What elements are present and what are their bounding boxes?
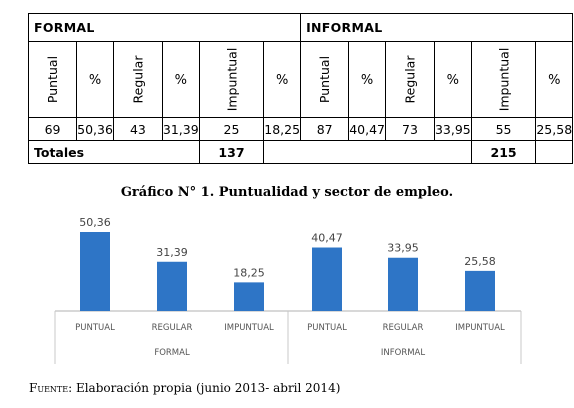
data-label: 50,36 bbox=[79, 216, 111, 229]
bar bbox=[157, 261, 187, 311]
group-informal-header: INFORMAL bbox=[300, 13, 574, 42]
value-cell: 43 bbox=[112, 117, 163, 141]
value-cell: 25 bbox=[198, 117, 265, 141]
value-cell: 40,47 bbox=[348, 117, 386, 141]
col-header-formal-regular: Regular bbox=[112, 41, 163, 118]
bar bbox=[388, 257, 418, 311]
source-text: : Elaboración propia (junio 2013- abril … bbox=[68, 381, 341, 395]
group-label: INFORMAL bbox=[381, 348, 425, 358]
table-column-header-row: Puntual % Regular % Impuntual % Puntual … bbox=[27, 41, 574, 118]
bar bbox=[465, 270, 495, 311]
value-cell: 33,95 bbox=[433, 117, 472, 141]
total-informal: 215 bbox=[470, 140, 537, 164]
category-label: PUNTUAL bbox=[307, 323, 347, 333]
table-totals-row: Totales 137 215 bbox=[28, 140, 574, 164]
col-header-informal-puntual: Puntual bbox=[300, 41, 350, 118]
value-cell: 69 bbox=[27, 117, 78, 141]
chart-category-labels: PUNTUAL REGULAR IMPUNTUAL PUNTUAL REGULAR IMP… bbox=[75, 323, 505, 333]
value-cell: 31,39 bbox=[161, 117, 200, 141]
data-label: 31,39 bbox=[156, 246, 188, 259]
source-label: Fuente bbox=[29, 381, 69, 395]
col-header-informal-pct-2: % bbox=[433, 41, 472, 118]
value-cell: 50,36 bbox=[76, 117, 114, 141]
data-table: FORMAL INFORMAL Puntual % Regular % Impu… bbox=[27, 13, 574, 164]
totals-label: Totales bbox=[28, 140, 200, 164]
source-note: Fuente: Elaboración propia (junio 2013- … bbox=[29, 381, 340, 395]
category-label: IMPUNTUAL bbox=[224, 323, 274, 333]
col-header-formal-pct-2: % bbox=[161, 41, 200, 118]
value-cell: 73 bbox=[385, 117, 435, 141]
chart-caption: Gráfico N° 1. Puntualidad y sector de em… bbox=[120, 185, 454, 200]
chart-data-labels: 50,36 31,39 18,25 40,47 33,95 25,58 bbox=[79, 216, 496, 279]
category-label: IMPUNTUAL bbox=[455, 323, 505, 333]
data-label: 25,58 bbox=[464, 255, 496, 268]
totals-spacer bbox=[263, 140, 472, 164]
bar bbox=[312, 247, 342, 311]
data-label: 18,25 bbox=[233, 266, 265, 279]
totals-end-cell bbox=[535, 140, 574, 164]
data-label: 33,95 bbox=[387, 242, 419, 255]
table-group-header-row: FORMAL INFORMAL bbox=[27, 13, 574, 42]
table-values-row: 69 50,36 43 31,39 25 18,25 87 40,47 73 3… bbox=[27, 117, 574, 141]
col-header-informal-regular: Regular bbox=[385, 41, 435, 118]
data-label: 40,47 bbox=[311, 232, 343, 245]
bar bbox=[80, 232, 110, 311]
category-label: PUNTUAL bbox=[75, 323, 115, 333]
group-label: FORMAL bbox=[154, 348, 190, 358]
category-label: REGULAR bbox=[383, 323, 424, 333]
group-formal-header: FORMAL bbox=[27, 13, 302, 42]
chart-frame bbox=[54, 310, 522, 364]
col-header-informal-pct-3: % bbox=[535, 41, 574, 118]
chart-bars bbox=[80, 232, 495, 311]
col-header-formal-pct-1: % bbox=[76, 41, 114, 118]
bar bbox=[234, 282, 264, 311]
chart-group-labels: FORMAL INFORMAL bbox=[154, 348, 425, 358]
category-label: REGULAR bbox=[152, 323, 193, 333]
